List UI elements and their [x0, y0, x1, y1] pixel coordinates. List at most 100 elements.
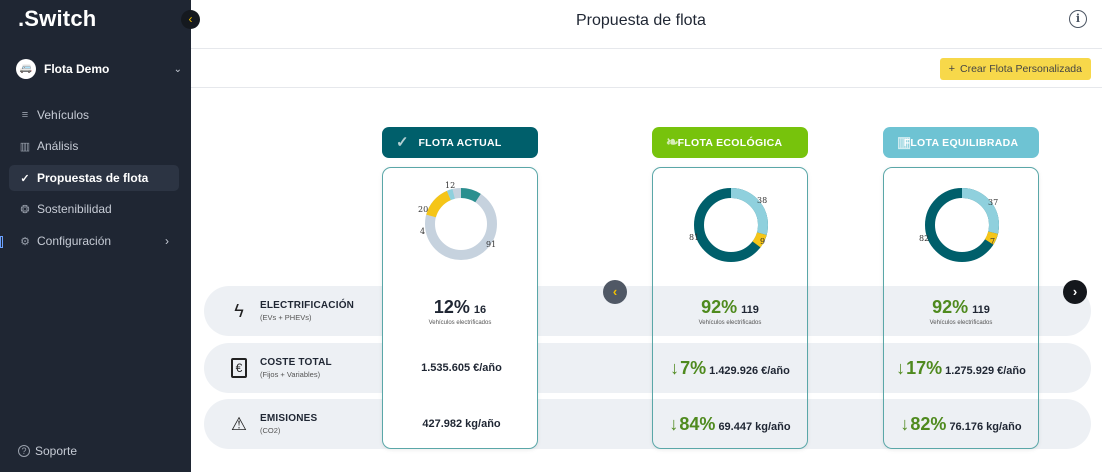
sidebar-item-soporte[interactable]: ? Soporte	[9, 438, 179, 464]
sidebar-item-label: Propuestas de flota	[37, 171, 149, 185]
donut-label: 81	[689, 233, 699, 242]
cell-ecologica-coste: ↓ 7% 1.429.926 €/año	[652, 343, 808, 393]
card-ecologica-fill	[653, 393, 807, 399]
donut-label: 38	[757, 196, 767, 205]
metric-title: ELECTRIFICACIÓN	[260, 300, 355, 311]
tab-flota-ecologica[interactable]: ❧ FLOTA ECOLÓGICA	[652, 127, 808, 158]
focus-marker	[0, 236, 3, 248]
bar-chart-icon: ▥	[897, 134, 912, 151]
donut-chart-ecologica: 38 9 81	[689, 188, 768, 262]
electrification-caption: Vehículos electrificados	[428, 319, 492, 326]
metric-label-electrificacion: ϟ ELECTRIFICACIÓN (EVs + PHEVs)	[224, 286, 354, 336]
donut-label: 9	[760, 237, 765, 246]
electrification-caption: Vehículos electrificados	[929, 319, 993, 326]
carousel-prev-button[interactable]: ‹	[603, 280, 627, 304]
arrow-down-icon: ↓	[896, 357, 906, 378]
fleet-avatar-icon: 🚐	[16, 59, 36, 79]
bar-chart-icon: ▥	[19, 140, 31, 153]
card-title: FLOTA ACTUAL	[418, 136, 502, 149]
donut-label: 7	[990, 237, 995, 246]
toolbar: + Crear Flota Personalizada	[191, 50, 1102, 88]
cost-value: 1.275.929 €/año	[945, 364, 1026, 377]
metric-row-emisiones	[204, 399, 1091, 449]
chevron-down-icon: ⌄	[173, 63, 182, 75]
emissions-pct: 82%	[910, 413, 947, 434]
donut-label: 91	[486, 240, 496, 249]
sidebar-item-label: Vehículos	[37, 108, 90, 122]
lightning-icon: ϟ	[234, 300, 244, 321]
emissions-value: 427.982 kg/año	[422, 418, 501, 430]
emissions-value: 76.176 kg/año	[949, 420, 1022, 433]
card-actual-top	[383, 168, 537, 286]
metric-subtitle: (EVs + PHEVs)	[260, 313, 312, 322]
info-icon[interactable]: i	[1069, 10, 1087, 28]
card-actual-fill	[383, 343, 537, 393]
cost-value: 1.535.605 €/año	[421, 362, 502, 374]
cell-equilibrada-electrificacion: 92% 119 Vehículos electrificados	[883, 286, 1039, 336]
check-circle-icon: ✓	[396, 134, 409, 151]
sidebar-item-configuracion[interactable]: ⚙ Configuración ›	[9, 228, 179, 254]
metric-row-coste	[204, 343, 1091, 393]
card-equilibrada-top	[884, 168, 1038, 286]
cell-equilibrada-emisiones: ↓ 82% 76.176 kg/año	[883, 399, 1039, 449]
donut-label: 20	[418, 205, 428, 214]
donut-label: 37	[988, 198, 998, 207]
card-actual-fill	[383, 286, 537, 336]
metric-label-coste: € COSTE TOTAL (Fijos + Variables)	[224, 343, 332, 393]
cell-actual-coste: 1.535.605 €/año	[382, 343, 538, 393]
cost-pct: 17%	[906, 357, 943, 378]
cost-value: 1.429.926 €/año	[709, 364, 790, 377]
create-custom-fleet-label: Crear Flota Personalizada	[960, 63, 1082, 75]
card-title: FLOTA ECOLÓGICA	[677, 136, 783, 149]
cell-actual-emisiones: 427.982 kg/año	[382, 399, 538, 449]
cell-ecologica-emisiones: ↓ 84% 69.447 kg/año	[652, 399, 808, 449]
emissions-value: 69.447 kg/año	[718, 420, 791, 433]
electrification-pct: 92%	[932, 296, 969, 317]
card-actual-fill	[383, 399, 537, 449]
sidebar-item-propuestas[interactable]: ✓ Propuestas de flota	[9, 165, 179, 191]
tab-flota-equilibrada[interactable]: ▥ FLOTA EQUILIBRADA	[883, 127, 1039, 158]
page-title: Propuesta de flota	[576, 12, 706, 29]
fleet-selector[interactable]: 🚐 Flota Demo ⌄	[16, 58, 182, 80]
cell-ecologica-electrificacion: 92% 119 Vehículos electrificados	[652, 286, 808, 336]
sidebar-item-analisis[interactable]: ▥ Análisis	[9, 133, 179, 159]
donut-chart-actual: 12 20 4 91	[418, 181, 497, 260]
electrification-pct: 12%	[433, 296, 470, 317]
collapse-sidebar-button[interactable]: ‹	[181, 10, 200, 29]
card-flota-ecologica	[652, 167, 808, 449]
sidebar-item-sostenibilidad[interactable]: ❂ Sostenibilidad	[9, 196, 179, 222]
metric-title: EMISIONES	[260, 413, 318, 424]
sidebar: .Switch 🚐 Flota Demo ⌄ ≡ Vehículos ▥ Aná…	[0, 0, 191, 472]
cell-actual-electrificacion: 12% 16 Vehículos electrificados	[382, 286, 538, 336]
arrow-down-icon: ↓	[670, 357, 680, 378]
electrification-count: 119	[741, 303, 759, 316]
sidebar-item-label: Soporte	[35, 444, 78, 458]
logo[interactable]: .Switch	[18, 6, 97, 31]
euro-receipt-icon: €	[231, 358, 247, 378]
card-flota-equilibrada	[883, 167, 1039, 449]
card-actual-fill	[383, 393, 537, 399]
sidebar-item-vehiculos[interactable]: ≡ Vehículos	[9, 102, 179, 128]
list-icon: ≡	[21, 109, 29, 121]
electrification-count: 16	[473, 303, 487, 316]
leaf-icon: ❧	[666, 134, 679, 151]
card-ecologica-top	[653, 168, 807, 286]
donut-label: 4	[420, 227, 425, 236]
check-circle-icon: ✓	[20, 172, 30, 185]
create-custom-fleet-button[interactable]: + Crear Flota Personalizada	[939, 58, 1091, 80]
cost-pct: 7%	[680, 357, 707, 378]
help-circle-icon: ?	[18, 445, 30, 457]
metric-subtitle: (Fijos + Variables)	[260, 370, 321, 379]
carousel-next-button[interactable]: ›	[1063, 280, 1087, 304]
metric-label-emisiones: ⚠ EMISIONES (CO2)	[224, 399, 317, 449]
electrification-caption: Vehículos electrificados	[698, 319, 762, 326]
metric-title: COSTE TOTAL	[260, 357, 332, 368]
metric-row-electrificacion	[204, 286, 1091, 336]
tab-flota-actual[interactable]: ✓ FLOTA ACTUAL	[382, 127, 538, 158]
plus-icon: +	[948, 63, 956, 75]
donut-chart-equilibrada: 37 7 82	[919, 188, 999, 262]
warning-icon: ⚠	[230, 413, 248, 434]
globe-icon: ❂	[20, 203, 30, 216]
card-actual-fill	[383, 336, 537, 343]
